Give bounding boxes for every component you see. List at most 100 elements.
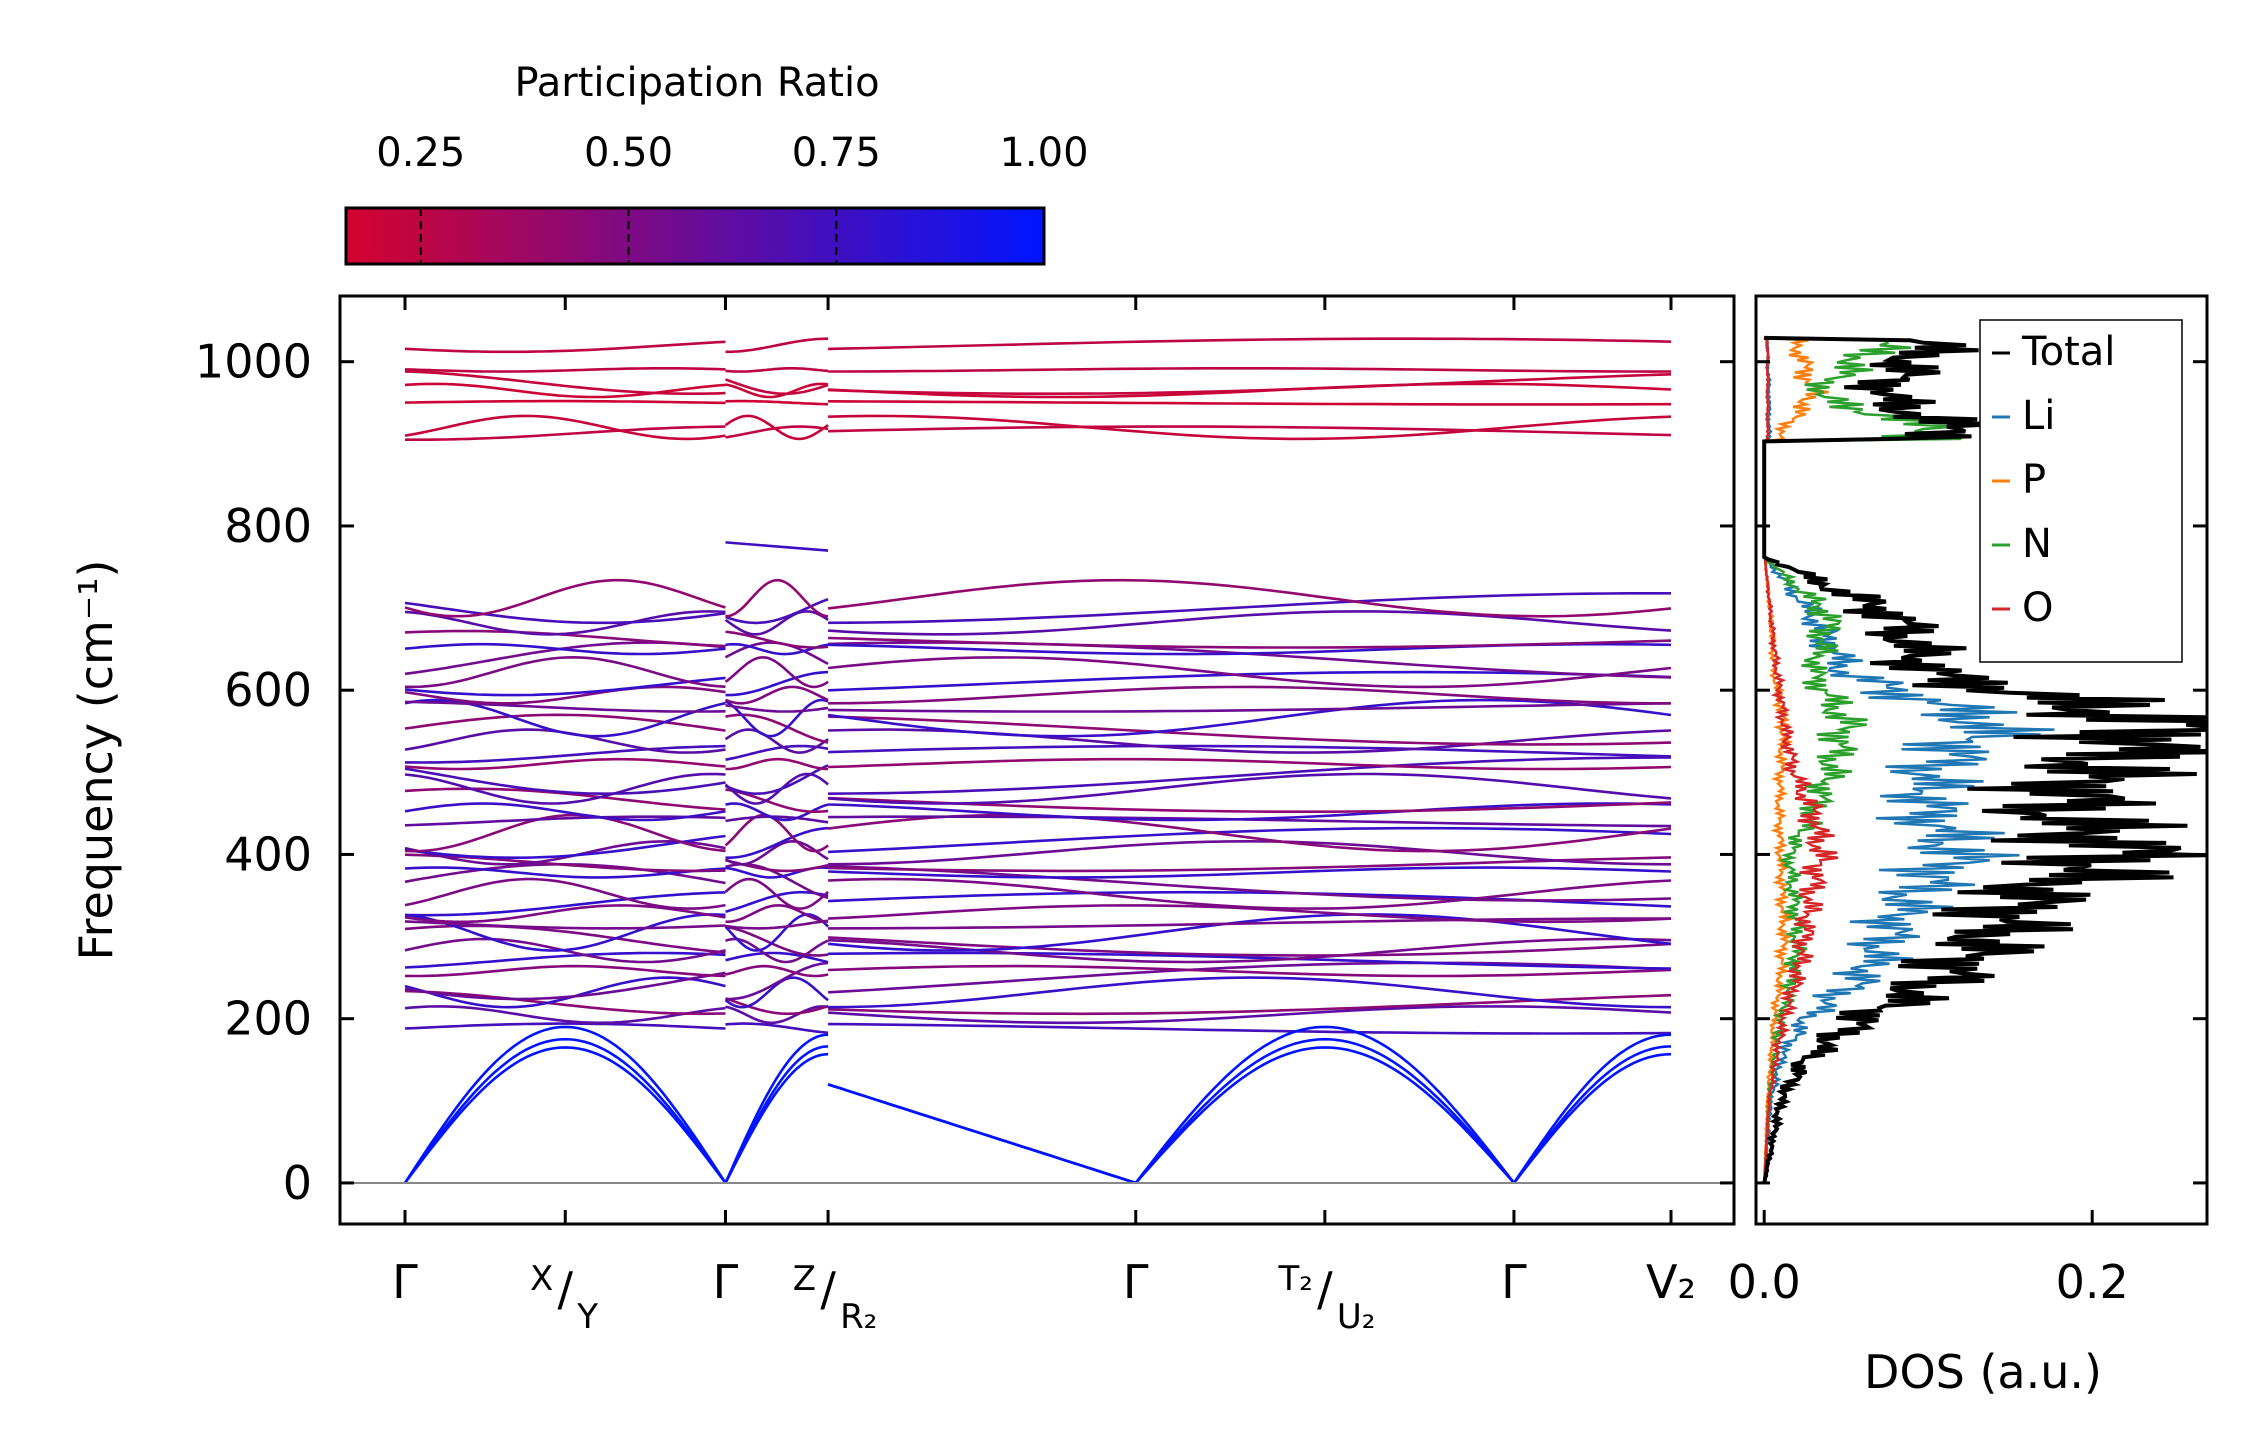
phonon-band: [828, 936, 1672, 957]
phonon-band: [404, 866, 726, 879]
acoustic-branch: [1512, 1052, 1672, 1184]
phonon-band: [827, 698, 1672, 738]
dos-legend: Total Li PNO: [1979, 319, 2183, 663]
dos-x-tick-label: 0.2: [2056, 1255, 2129, 1309]
dos-axes-frame: [1754, 294, 2209, 1226]
phonon-band: [725, 925, 829, 957]
phonon-band: [405, 744, 726, 764]
phonon-band: [725, 919, 829, 930]
phonon-band: [828, 976, 1672, 1009]
phonon-band: [725, 826, 829, 860]
phonon-band: [828, 864, 1672, 902]
x-tick-label: Γ: [1501, 1255, 1527, 1309]
phonon-band: [725, 815, 829, 824]
phonon-band: [404, 366, 726, 373]
phonon-band: [725, 961, 829, 1001]
x-tick-label-bottom: Y: [576, 1297, 598, 1337]
acoustic-branch: [1512, 1045, 1672, 1184]
x-tick-label-bottom: U₂: [1337, 1297, 1376, 1337]
phonon-band: [404, 414, 726, 441]
phonon-band: [404, 815, 726, 827]
phonon-band: [724, 813, 829, 853]
phonon-band: [828, 610, 1672, 636]
phonon-band: [828, 373, 1672, 396]
acoustic-branch: [724, 1052, 829, 1184]
phonon-band: [404, 399, 726, 405]
x-tick-label-slash: /: [820, 1262, 836, 1316]
phonon-band: [828, 642, 1672, 656]
x-tick-label-top: X: [530, 1259, 553, 1299]
phonon-band: [404, 813, 726, 853]
x-tick-label: Γ: [1123, 1255, 1149, 1309]
phonon-band: [404, 971, 726, 1001]
phonon-band: [404, 340, 726, 354]
phonon-band: [404, 610, 726, 636]
phonon-band: [404, 951, 726, 969]
phonon-band: [725, 366, 829, 373]
phonon-band: [725, 382, 829, 399]
phonon-band: [404, 920, 726, 930]
phonon-band: [828, 425, 1672, 437]
phonon-band: [725, 399, 829, 406]
phonon-band: [404, 877, 726, 910]
phonon-band: [404, 853, 726, 873]
colorbar-tick-label: 0.25: [376, 130, 465, 176]
colorbar-gradient: [344, 206, 1046, 266]
phonon-band: [828, 826, 1672, 854]
phonon-band: [828, 715, 1672, 746]
y-tick-label: 400: [224, 827, 312, 881]
x-tick-label: V₂: [1646, 1255, 1696, 1309]
phonon-band: [724, 728, 829, 754]
phonon-band: [724, 764, 829, 796]
phonon-band: [724, 976, 829, 1009]
phonon-band: [404, 772, 726, 805]
x-tick-label-top: Z: [793, 1259, 816, 1299]
phonon-band: [404, 802, 726, 822]
legend-frame: [1979, 319, 2183, 663]
phonon-band: [828, 756, 1672, 795]
phonon-band: [828, 856, 1672, 873]
x-tick-label-slash: /: [1317, 1262, 1333, 1316]
acoustic-branch: [724, 1033, 829, 1184]
phonon-band: [404, 601, 726, 625]
phonon-band: [404, 913, 726, 952]
phonon-band: [404, 370, 726, 396]
phonon-band: [404, 767, 726, 796]
main-axes-frame: [338, 294, 1736, 1226]
phonon-band: [404, 655, 726, 689]
phonon-band: [404, 904, 726, 924]
colorbar-tick-label: 0.75: [792, 130, 881, 176]
phonon-band: [724, 656, 829, 689]
acoustic-branch: [827, 1083, 1137, 1185]
phonon-band: [725, 1022, 829, 1034]
x-tick-label-bottom: R₂: [840, 1297, 877, 1337]
phonon-band: [725, 713, 829, 744]
dos-y-ticks: [1756, 360, 2207, 1185]
phonon-band: [828, 772, 1672, 805]
y-tick-label: 0: [283, 1156, 312, 1210]
phonon-band: [828, 337, 1672, 351]
phonon-band: [828, 757, 1672, 771]
phonon-band: [725, 685, 829, 705]
phonon-band: [725, 904, 829, 924]
phonon-band: [404, 676, 726, 697]
x-tick-label-slash: /: [558, 1262, 574, 1316]
dos-curves: [1762, 335, 2207, 1184]
y-tick-label: 200: [224, 992, 312, 1046]
acoustic-branch: [1512, 1033, 1672, 1184]
phonon-band: [404, 713, 726, 732]
colorbar-ticks: 0.25 0.50 0.75 1.00: [376, 130, 1089, 264]
x-tick-label: Γ: [392, 1255, 418, 1309]
acoustic-branch: [1134, 1046, 1515, 1184]
phonon-band: [725, 378, 829, 396]
phonon-band: [828, 802, 1672, 822]
acoustic-branch: [1134, 1025, 1516, 1184]
phonon-band: [404, 757, 726, 771]
phonon-band: [828, 839, 1672, 866]
phonon-band: [828, 636, 1672, 649]
phonon-band: [404, 964, 726, 978]
phonon-band: [828, 1005, 1672, 1025]
colorbar: Participation Ratio 0.25 0.50 0.75 1.00: [344, 60, 1089, 266]
